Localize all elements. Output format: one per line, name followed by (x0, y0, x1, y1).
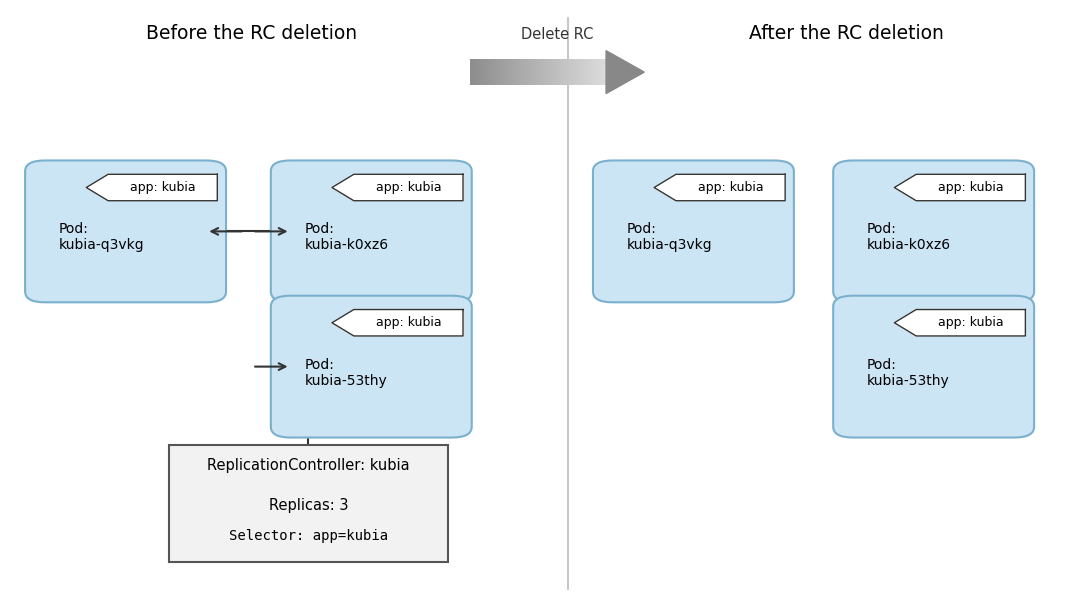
Text: app: kubia: app: kubia (938, 316, 1004, 329)
Text: app: kubia: app: kubia (938, 181, 1004, 194)
Text: app: kubia: app: kubia (376, 316, 441, 329)
Polygon shape (86, 174, 217, 201)
Text: Pod:
kubia-53thy: Pod: kubia-53thy (867, 358, 950, 388)
Text: app: kubia: app: kubia (698, 181, 763, 194)
Polygon shape (654, 174, 785, 201)
Polygon shape (894, 174, 1025, 201)
Text: Pod:
kubia-k0xz6: Pod: kubia-k0xz6 (867, 222, 951, 252)
FancyBboxPatch shape (25, 160, 226, 302)
Text: Before the RC deletion: Before the RC deletion (145, 24, 357, 43)
FancyBboxPatch shape (833, 296, 1034, 438)
Polygon shape (894, 310, 1025, 336)
Text: Delete RC: Delete RC (521, 27, 593, 42)
FancyBboxPatch shape (593, 160, 794, 302)
Text: After the RC deletion: After the RC deletion (749, 24, 943, 43)
Text: app: kubia: app: kubia (130, 181, 195, 194)
Text: Pod:
kubia-53thy: Pod: kubia-53thy (305, 358, 388, 388)
Polygon shape (332, 174, 463, 201)
Text: Replicas: 3: Replicas: 3 (269, 498, 348, 513)
Polygon shape (332, 310, 463, 336)
Text: Pod:
kubia-q3vkg: Pod: kubia-q3vkg (627, 222, 712, 252)
FancyBboxPatch shape (833, 160, 1034, 302)
Text: Selector: app=kubia: Selector: app=kubia (229, 529, 388, 543)
Text: ReplicationController: kubia: ReplicationController: kubia (207, 459, 410, 474)
FancyBboxPatch shape (271, 160, 472, 302)
Text: Pod:
kubia-q3vkg: Pod: kubia-q3vkg (59, 222, 144, 252)
FancyBboxPatch shape (169, 445, 448, 562)
Polygon shape (606, 50, 644, 94)
Text: Pod:
kubia-k0xz6: Pod: kubia-k0xz6 (305, 222, 389, 252)
FancyBboxPatch shape (271, 296, 472, 438)
Text: app: kubia: app: kubia (376, 181, 441, 194)
